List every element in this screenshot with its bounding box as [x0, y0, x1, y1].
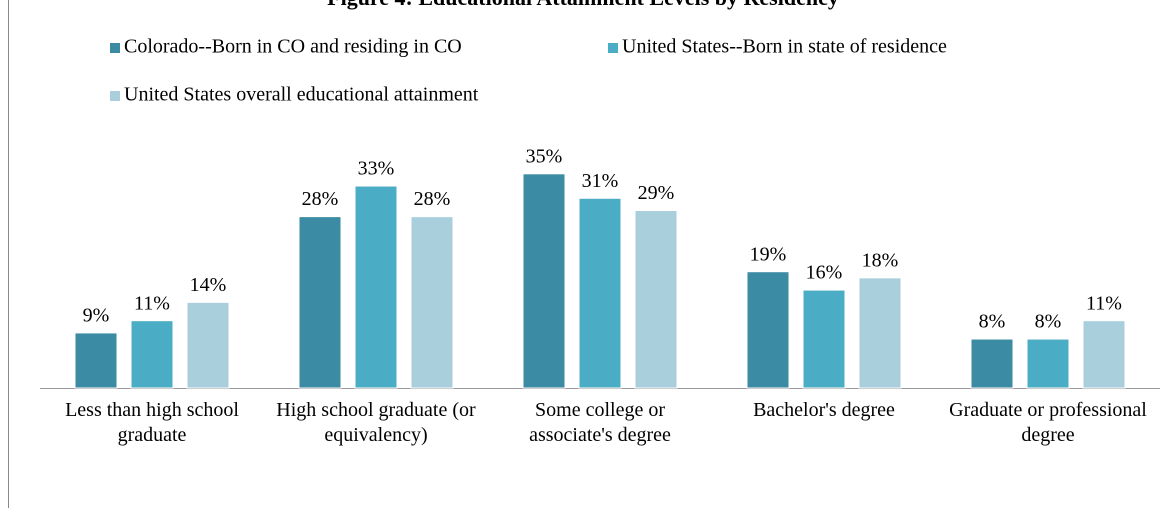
- bar: [186, 301, 230, 389]
- bar: [1082, 320, 1126, 389]
- x-tick-label: Some college or associate's degree: [529, 399, 671, 446]
- data-label: 9%: [83, 305, 110, 327]
- bar: [354, 185, 398, 389]
- x-tick-label: Less than high school graduate: [65, 399, 239, 446]
- bar: [298, 216, 342, 389]
- data-label: 19%: [750, 243, 787, 265]
- legend-label: United States overall educational attain…: [124, 84, 479, 106]
- bar: [522, 173, 566, 389]
- x-tick-label: High school graduate (or equivalency): [276, 399, 476, 446]
- data-label: 14%: [190, 274, 227, 296]
- data-label: 28%: [302, 188, 339, 210]
- data-label: 29%: [638, 182, 675, 204]
- legend-swatch: [608, 43, 618, 53]
- legend-swatch: [110, 91, 120, 101]
- chart-title: Figure 4: Educational Attainment Levels …: [327, 0, 839, 10]
- legend-label: Colorado--Born in CO and residing in CO: [124, 36, 462, 58]
- data-label: 31%: [582, 170, 619, 192]
- data-label: 35%: [526, 145, 563, 167]
- data-label: 11%: [1086, 292, 1122, 314]
- x-tick-label: Bachelor's degree: [753, 399, 895, 421]
- data-label: 16%: [806, 262, 843, 284]
- data-label: 8%: [979, 311, 1006, 333]
- bar: [858, 277, 902, 389]
- bar: [410, 216, 454, 389]
- bar: [578, 197, 622, 389]
- data-label: 18%: [862, 249, 899, 271]
- data-label: 8%: [1035, 311, 1062, 333]
- legend-swatch: [110, 43, 120, 53]
- bar: [802, 289, 846, 389]
- x-tick-label: Graduate or professional degree: [949, 399, 1147, 446]
- bar: [634, 210, 678, 389]
- bar: [1026, 338, 1070, 389]
- data-label: 11%: [134, 292, 170, 314]
- legend-label: United States--Born in state of residenc…: [622, 36, 947, 58]
- bar: [970, 338, 1014, 389]
- data-label: 28%: [414, 188, 451, 210]
- data-label: 33%: [358, 158, 395, 180]
- bar: [746, 271, 790, 389]
- bar: [130, 320, 174, 389]
- bar: [74, 332, 118, 389]
